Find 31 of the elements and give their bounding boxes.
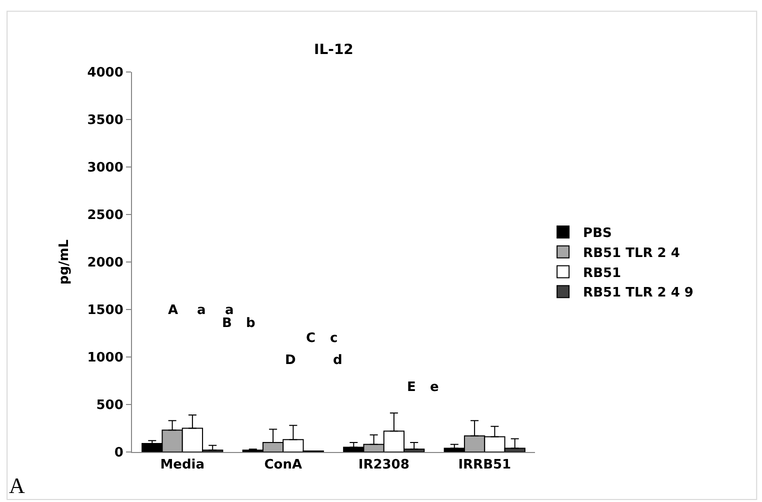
- y-tick-label: 0: [114, 446, 124, 461]
- legend-label: PBS: [583, 226, 612, 242]
- annotation: d: [333, 353, 342, 368]
- annotation: B: [222, 316, 232, 331]
- annotation: c: [330, 331, 338, 346]
- text: A: [9, 473, 25, 498]
- x-tick-label: ConA: [264, 458, 302, 473]
- y-tick-label: 2500: [87, 208, 124, 224]
- y-tick-label: 500: [96, 398, 124, 414]
- annotation: e: [430, 380, 439, 395]
- x-tick-label: Media: [160, 458, 205, 473]
- y-tick-label: 3500: [87, 113, 124, 128]
- x-tick-label: IRRB51: [458, 458, 512, 473]
- y-axis-title: pg/mL: [57, 239, 72, 285]
- annotation: E: [407, 380, 416, 395]
- legend-label: RB51: [583, 266, 622, 281]
- y-tick-label: 2000: [87, 256, 124, 271]
- annotation: a: [197, 303, 206, 318]
- annotation: C: [306, 331, 316, 346]
- legend-label: RB51 TLR 2 4 9: [583, 286, 694, 301]
- y-tick-label: 3000: [87, 160, 124, 176]
- chart-title: IL-12: [314, 42, 354, 58]
- legend-label: RB51 TLR 2 4: [583, 246, 680, 261]
- y-tick-label: 1500: [87, 303, 124, 318]
- annotation: A: [168, 303, 178, 318]
- y-tick-label: 4000: [87, 66, 124, 81]
- annotation: D: [285, 353, 296, 368]
- y-tick-label: 1000: [87, 350, 124, 366]
- annotation: a: [225, 303, 234, 318]
- annotation: b: [246, 316, 256, 331]
- x-tick-label: IR2308: [358, 458, 410, 473]
